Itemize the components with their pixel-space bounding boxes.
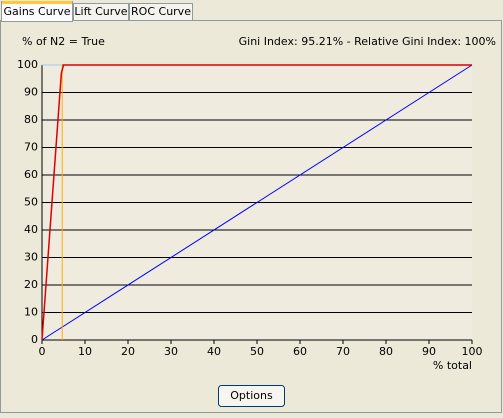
tab-label[interactable]: Gains Curve <box>4 5 71 18</box>
y-tick-label: 10 <box>24 306 38 319</box>
options-button-label[interactable]: Options <box>230 389 273 402</box>
y-tick-label: 60 <box>24 168 38 181</box>
tab-label[interactable]: ROC Curve <box>131 5 191 18</box>
tab[interactable] <box>129 3 193 21</box>
y-tick-label: 20 <box>24 278 38 291</box>
line-series <box>41 64 473 341</box>
x-tick-label: 100 <box>462 345 483 358</box>
x-tick-label: 60 <box>293 345 307 358</box>
y-tick-label: 40 <box>24 223 38 236</box>
annotation: Gini Index: 95.21% - Relative Gini Index… <box>239 35 496 48</box>
x-tick-label: 70 <box>336 345 350 358</box>
x-tick-label: 80 <box>379 345 393 358</box>
line-series <box>41 64 472 341</box>
y-tick-label: 50 <box>24 196 38 209</box>
x-tick-label: 10 <box>78 345 92 358</box>
x-tick-label: 20 <box>121 345 135 358</box>
x-tick-label: 30 <box>164 345 178 358</box>
x-tick-label: 40 <box>207 345 221 358</box>
y-tick-label: 90 <box>24 86 38 99</box>
y-tick-label: 80 <box>24 113 38 126</box>
y-tick-label: 70 <box>24 141 38 154</box>
y-tick-label: 30 <box>24 251 38 264</box>
y-tick-label: 100 <box>17 58 38 71</box>
x-tick-label: 50 <box>250 345 264 358</box>
x-tick-label: 0 <box>39 345 46 358</box>
tab-label[interactable]: Lift Curve <box>74 5 127 18</box>
y-tick-label: 0 <box>31 333 38 346</box>
tab[interactable] <box>73 3 129 21</box>
tab-highlight[interactable] <box>2 1 72 4</box>
options-button[interactable] <box>218 385 285 407</box>
x-axis-label: % total <box>433 359 472 372</box>
x-tick-label: 90 <box>422 345 436 358</box>
y-axis-label: % of N2 = True <box>22 35 105 48</box>
